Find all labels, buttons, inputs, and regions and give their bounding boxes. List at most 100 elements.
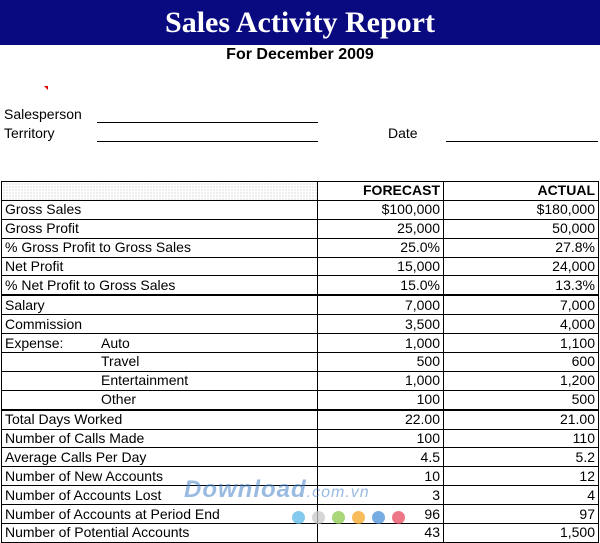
table-row: Salary 7,000 7,000 [1,294,599,316]
actual-cell[interactable]: 24,000 [443,256,599,277]
table-row: Expense: Auto 1,000 1,100 [1,333,599,354]
row-label-cell[interactable]: Total Days Worked [1,408,318,430]
actual-cell[interactable]: 50,000 [443,218,599,239]
row-label: Number of Accounts at Period End [5,505,220,522]
table-row: Other 100 500 [1,389,599,411]
table-row: Entertainment 1,000 1,200 [1,370,599,391]
row-label-cell[interactable]: % Net Profit to Gross Sales [1,275,318,296]
forecast-cell[interactable]: 500 [317,352,444,372]
forecast-cell[interactable]: 25.0% [317,237,444,258]
row-label-cell[interactable]: Travel [1,352,318,372]
forecast-header: FORECAST [317,181,444,201]
forecast-cell[interactable]: 1,000 [317,333,444,354]
actual-cell[interactable]: 1,500 [443,523,599,543]
watermark-dots [292,511,405,524]
forecast-cell[interactable]: 25,000 [317,218,444,239]
row-label-cell[interactable]: Other [1,389,318,411]
forecast-cell[interactable]: 7,000 [317,294,444,316]
row-label: Number of New Accounts [5,467,163,484]
actual-cell[interactable]: 7,000 [443,294,599,316]
report-title-bar: Sales Activity Report [0,0,600,45]
table-row: Travel 500 600 [1,352,599,372]
actual-header: ACTUAL [443,181,599,201]
row-label-cell[interactable]: Commission [1,314,318,335]
actual-cell[interactable]: 13.3% [443,275,599,296]
actual-cell[interactable]: 1,200 [443,370,599,391]
forecast-cell[interactable]: 3,500 [317,314,444,335]
table-row: Number of New Accounts 10 12 [1,466,599,487]
actual-cell[interactable]: 21.00 [443,408,599,430]
table-row: Gross Sales $100,000 $180,000 [1,199,599,220]
row-label-cell[interactable]: Expense: Auto [1,333,318,354]
cell-comment-marker-icon [44,86,48,90]
row-label-cell[interactable]: Number of Accounts Lost [1,485,318,506]
row-label-cell[interactable]: Number of Calls Made [1,428,318,449]
row-label-cell[interactable]: Number of New Accounts [1,466,318,487]
row-label: Salary [5,296,45,313]
salesperson-field[interactable] [97,122,318,123]
row-label-cell[interactable]: Salary [1,294,318,316]
actual-cell[interactable]: 1,100 [443,333,599,354]
watermark-dot-icon [312,511,325,524]
actual-cell[interactable]: 12 [443,466,599,487]
sales-activity-table: FORECAST ACTUAL Gross Sales $100,000 $180,… [1,181,599,543]
table-row: Net Profit 15,000 24,000 [1,256,599,277]
forecast-cell[interactable]: 43 [317,523,444,543]
watermark-domain: .com.vn [306,484,370,501]
row-label-cell[interactable]: % Gross Profit to Gross Sales [1,237,318,258]
forecast-cell[interactable]: 22.00 [317,408,444,430]
row-label: % Gross Profit to Gross Sales [5,239,191,256]
date-field[interactable] [446,141,598,142]
row-label: Average Calls Per Day [5,448,147,465]
table-row: Average Calls Per Day 4.5 5.2 [1,447,599,468]
table-row: Number of Calls Made 100 110 [1,428,599,449]
report-subtitle: For December 2009 [226,46,374,63]
table-header-row: FORECAST ACTUAL [1,181,599,201]
row-label-cell[interactable]: Number of Potential Accounts [1,523,318,543]
table-row: Total Days Worked 22.00 21.00 [1,408,599,430]
actual-cell[interactable]: 4,000 [443,314,599,335]
row-label-cell[interactable]: Number of Accounts at Period End [1,504,318,525]
actual-cell[interactable]: 110 [443,428,599,449]
row-label: Net Profit [5,258,64,274]
actual-cell[interactable]: 27.8% [443,237,599,258]
forecast-cell[interactable]: 100 [317,389,444,411]
row-label-cell[interactable]: Gross Profit [1,218,318,239]
forecast-cell[interactable]: 4.5 [317,447,444,468]
salesperson-label: Salesperson [4,106,82,122]
watermark-brand: Download [184,476,307,503]
table-row: Gross Profit 25,000 50,000 [1,218,599,239]
forecast-cell[interactable]: 15.0% [317,275,444,296]
territory-label: Territory [4,125,55,141]
actual-cell[interactable]: 5.2 [443,447,599,468]
row-label: % Net Profit to Gross Sales [5,276,176,293]
forecast-cell[interactable]: 1,000 [317,370,444,391]
forecast-cell[interactable]: 100 [317,428,444,449]
forecast-cell[interactable]: 15,000 [317,256,444,277]
watermark-logo: Download.com.vn [184,476,370,504]
row-label: Expense: [5,334,64,351]
actual-cell[interactable]: 500 [443,389,599,411]
row-label: Commission [5,315,83,332]
row-label-cell[interactable]: Entertainment [1,370,318,391]
row-label: Gross Profit [5,220,79,237]
row-label-cell[interactable]: Gross Sales [1,199,318,220]
table-row: Commission 3,500 4,000 [1,314,599,335]
actual-cell[interactable]: 4 [443,485,599,506]
forecast-cell[interactable]: $100,000 [317,199,444,220]
actual-cell[interactable]: 97 [443,504,599,525]
table-row: Number of Potential Accounts 43 1,500 [1,523,599,543]
row-label: Total Days Worked [5,411,123,428]
watermark-dot-icon [392,511,405,524]
actual-cell[interactable]: $180,000 [443,199,599,220]
watermark-dot-icon [352,511,365,524]
territory-field[interactable] [97,141,318,142]
row-sublabel: Travel [101,353,140,370]
watermark-dot-icon [372,511,385,524]
row-label-cell[interactable]: Average Calls Per Day [1,447,318,468]
actual-cell[interactable]: 600 [443,352,599,372]
row-label-cell[interactable]: Net Profit [1,256,318,277]
report-title: Sales Activity Report [165,5,435,39]
row-label: Number of Calls Made [5,430,145,447]
forecast-cell[interactable]: 3 [317,485,444,506]
